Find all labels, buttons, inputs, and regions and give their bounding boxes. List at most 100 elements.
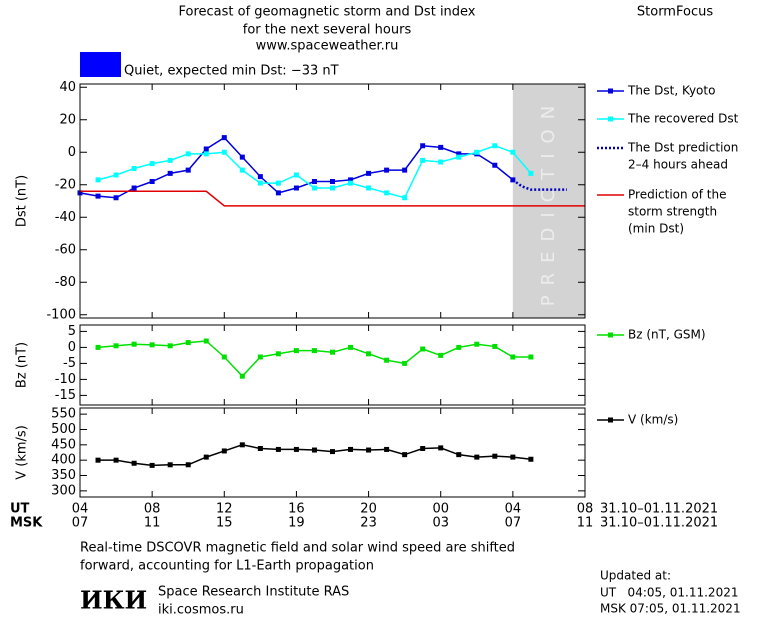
data-point: [510, 354, 516, 360]
data-point: [474, 454, 480, 460]
data-point: [510, 454, 516, 460]
title-line: Forecast of geomagnetic storm and Dst in…: [178, 5, 475, 20]
data-point: [257, 354, 263, 360]
y-tick-label: -60: [55, 242, 76, 257]
x2-tick-label: 07: [505, 516, 522, 531]
data-point: [402, 452, 408, 458]
data-point: [239, 167, 245, 173]
data-point: [131, 185, 137, 191]
data-point: [348, 177, 354, 183]
legend-marker: [608, 417, 613, 423]
data-point: [474, 341, 480, 347]
data-point: [384, 357, 390, 363]
data-point: [203, 151, 209, 157]
x-tick-label: 04: [72, 502, 89, 517]
data-point: [167, 343, 173, 349]
data-point: [348, 180, 354, 186]
y-tick-label: -20: [55, 177, 76, 192]
y-tick-label: -40: [55, 210, 76, 225]
y-tick-label: 450: [51, 437, 76, 452]
data-point: [275, 351, 281, 357]
x-tick-label: 08: [144, 502, 161, 517]
data-point: [149, 179, 155, 184]
data-point: [257, 174, 263, 180]
data-point: [221, 448, 227, 454]
data-point: [311, 179, 317, 184]
plot-frame: [79, 324, 586, 406]
data-point: [311, 348, 317, 354]
data-point: [420, 143, 426, 149]
data-point: [239, 442, 245, 448]
series-line: [512, 178, 567, 191]
data-point: [275, 180, 281, 186]
data-point: [348, 344, 354, 350]
data-point: [293, 185, 299, 191]
data-point: [402, 167, 408, 173]
y-tick-label: 350: [51, 468, 76, 483]
x-row-label: UT: [10, 502, 30, 517]
data-point: [95, 344, 101, 350]
data-point: [95, 457, 101, 463]
y-tick-label: -100: [46, 307, 76, 322]
data-point: [293, 348, 299, 354]
x2-tick-label: 11: [577, 516, 594, 531]
data-point: [528, 456, 534, 462]
legend-marker: [608, 116, 613, 122]
data-point: [528, 354, 534, 360]
y-axis-label: Bz (nT): [15, 342, 30, 388]
data-point: [113, 343, 119, 349]
status-text: Quiet, expected min Dst: −33 nT: [124, 64, 339, 79]
data-point: [293, 446, 299, 452]
data-point: [366, 170, 372, 176]
y-tick-label: -5: [63, 356, 76, 371]
x-tick-label: 00: [432, 502, 449, 517]
y-axis-label: Dst (nT): [15, 175, 30, 227]
data-point: [149, 462, 155, 468]
date-range: 31.10–01.11.2021: [600, 516, 718, 531]
legend-label: (min Dst): [628, 222, 684, 236]
y-tick-label: 400: [51, 453, 76, 468]
prediction-label: PREDICTION: [538, 96, 559, 306]
data-point: [330, 179, 335, 184]
data-point: [456, 344, 462, 350]
x-tick-label: 08: [577, 502, 594, 517]
legend-label: The recovered Dst: [627, 112, 739, 126]
data-point: [257, 446, 263, 452]
data-point: [366, 185, 372, 191]
data-point: [510, 149, 516, 155]
data-point: [438, 445, 444, 451]
data-point: [113, 195, 119, 201]
updated-line: MSK 07:05, 01.11.2021: [600, 602, 741, 616]
y-tick-label: -80: [55, 275, 76, 290]
data-point: [239, 373, 245, 379]
data-point: [185, 340, 191, 346]
legend-label: The Dst, Kyoto: [627, 84, 715, 98]
legend-marker: [608, 88, 613, 94]
data-point: [492, 343, 498, 349]
y-tick-label: 40: [59, 80, 76, 95]
data-point: [203, 146, 209, 152]
legend-label: 2–4 hours ahead: [628, 158, 728, 172]
x2-tick-label: 03: [432, 516, 449, 531]
data-point: [149, 161, 155, 167]
data-point: [420, 157, 426, 163]
data-point: [275, 446, 281, 452]
y-tick-label: 500: [51, 422, 76, 437]
institute-url: iki.cosmos.ru: [158, 603, 244, 618]
data-point: [402, 360, 408, 366]
data-point: [113, 172, 119, 178]
data-point: [330, 185, 335, 191]
data-point: [275, 190, 281, 196]
x-tick-label: 12: [216, 502, 233, 517]
institute-name: Space Research Institute RAS: [158, 585, 349, 600]
y-tick-label: 5: [68, 324, 76, 339]
data-point: [113, 457, 119, 463]
plot-frame: [79, 83, 586, 319]
data-point: [384, 167, 390, 173]
data-point: [330, 449, 335, 455]
data-point: [492, 162, 498, 168]
data-point: [257, 180, 263, 186]
data-point: [167, 170, 173, 176]
